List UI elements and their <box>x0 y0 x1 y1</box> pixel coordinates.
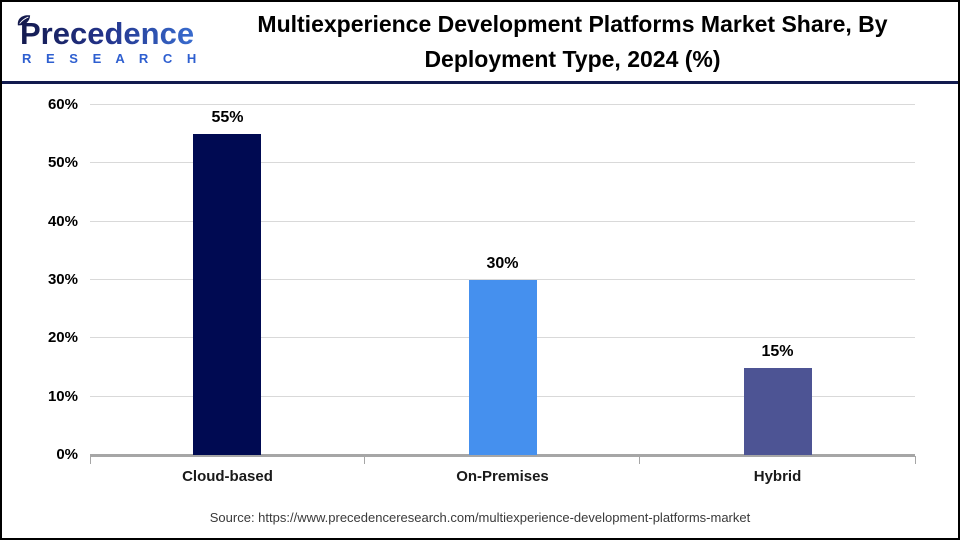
x-axis-tick <box>364 456 366 464</box>
bar-hybrid <box>743 367 812 455</box>
chart-title: Multiexperience Development Platforms Ma… <box>215 7 958 77</box>
y-tick-label-0: 0% <box>56 446 78 463</box>
logo-wordmark: Precedence <box>20 17 215 50</box>
x-axis-tick <box>89 456 91 464</box>
x-category-label: Hybrid <box>753 468 802 485</box>
x-axis-tick <box>639 456 641 464</box>
chart-title-line2: Deployment Type, 2024 (%) <box>424 45 721 72</box>
y-tick-label-40: 40% <box>47 212 78 230</box>
x-axis-tick <box>914 456 916 464</box>
y-tick-label-60: 60% <box>47 96 78 113</box>
gridline-60 <box>90 104 915 105</box>
y-tick-label-20: 20% <box>47 329 78 347</box>
y-tick-label-50: 50% <box>47 154 78 172</box>
chart-title-line1: Multiexperience Development Platforms Ma… <box>257 10 888 37</box>
header-divider <box>2 81 958 84</box>
x-axis-line <box>90 454 915 457</box>
y-tick-label-30: 30% <box>47 271 78 288</box>
bar-cloud-based <box>193 134 262 455</box>
gridline-40 <box>90 220 915 222</box>
header: Precedence R E S E A R C H Multiexperien… <box>2 2 958 81</box>
plot-area: 0% 10% 20% 30% 40% 50% 60% 55% Cloud-based 30% On-… <box>48 96 916 485</box>
bar-on-premises <box>468 280 537 455</box>
bar-value-label: 15% <box>761 342 794 360</box>
logo-subtitle: R E S E A R C H <box>22 50 202 66</box>
logo: Precedence R E S E A R C H <box>17 14 215 66</box>
bar-value-label: 55% <box>211 109 244 127</box>
gridline-30 <box>90 279 915 280</box>
bar-value-label: 30% <box>486 255 519 272</box>
source-text: Source: https://www.precedenceresearch.c… <box>209 510 751 525</box>
gridline-50 <box>90 162 915 164</box>
logo-leaf-icon <box>17 14 31 25</box>
x-category-label: On-Premises <box>456 468 549 485</box>
y-tick-label-10: 10% <box>47 387 78 405</box>
x-category-label: Cloud-based <box>182 468 273 485</box>
